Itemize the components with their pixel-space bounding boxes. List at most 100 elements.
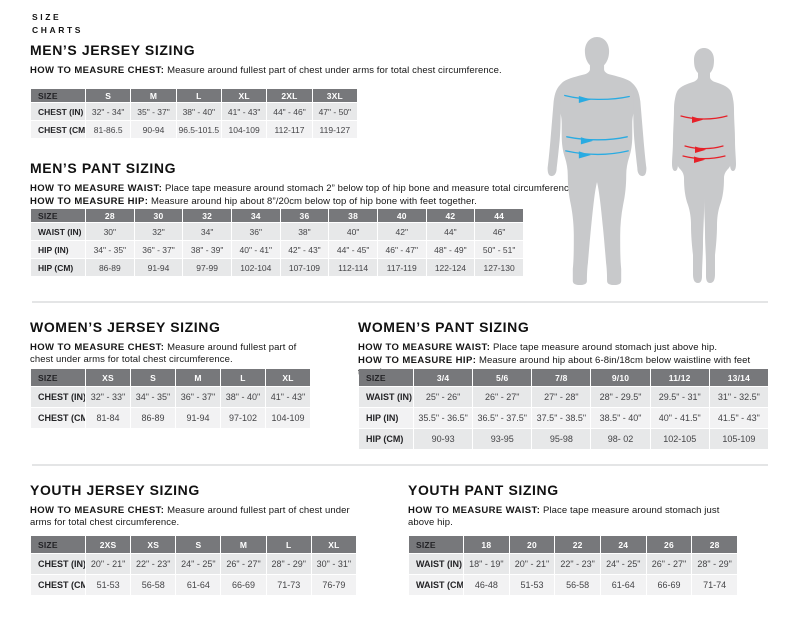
column-header-30: 30: [134, 209, 183, 222]
how-to-measure-line: HOW TO MEASURE CHEST: Measure around ful…: [30, 342, 311, 366]
table-row: WAIST (IN) 30" 32" 34" 36" 38" 40" 42" 44" 46": [31, 223, 523, 240]
section-youth-pant-sizing: YOUTH PANT SIZING HOW TO MEASURE WAIST: …: [408, 482, 738, 595]
size-value: 30": [86, 223, 134, 240]
section-womens-jersey-sizing: WOMEN’S JERSEY SIZING HOW TO MEASURE CHE…: [30, 319, 311, 428]
size-value: 44" - 46": [267, 103, 312, 120]
column-header-26: 26: [646, 536, 692, 553]
size-value: 81-86.5: [86, 121, 131, 138]
size-value: 20" - 21": [86, 554, 131, 574]
size-value: 36": [231, 223, 280, 240]
column-header-18: 18: [464, 536, 509, 553]
size-value: 91-94: [176, 408, 220, 428]
how-to-label: HOW TO MEASURE CHEST:: [30, 505, 165, 516]
section-title: WOMEN’S JERSEY SIZING: [30, 319, 221, 335]
how-to-label: HOW TO MEASURE CHEST:: [30, 65, 165, 76]
column-header-28: 28: [692, 536, 737, 553]
size-value: 38" - 40": [221, 387, 265, 407]
table-row: HIP (IN) 34" - 35" 36" - 37" 38" - 39" 40" -…: [31, 241, 523, 258]
how-to-measure-line: HOW TO MEASURE WAIST: Place tape measure…: [358, 342, 769, 354]
column-header-M: M: [131, 89, 176, 102]
how-to-measure-line: HOW TO MEASURE WAIST: Place tape measure…: [408, 505, 738, 529]
table-header-row: SIZE 2XS XS S M L XL: [31, 536, 356, 553]
how-to-text: Place tape measure around stomach just a…: [408, 505, 720, 528]
size-value: 30" - 31": [311, 554, 356, 574]
size-value: 35" - 37": [131, 103, 176, 120]
male-chest-measure-arrow: [564, 94, 630, 104]
size-value: 34" - 35": [86, 241, 134, 258]
how-to-label: HOW TO MEASURE WAIST:: [358, 342, 491, 353]
size-value: 66-69: [221, 575, 266, 595]
size-value: 90-93: [414, 429, 473, 449]
column-header-XL: XL: [266, 369, 310, 386]
how-to-text: Place tape measure around stomach 2” bel…: [162, 183, 578, 194]
column-header-9/10: 9/10: [591, 369, 650, 386]
female-silhouette-figure: [672, 48, 736, 283]
row-label: CHEST (CM): [31, 575, 85, 595]
column-header-42: 42: [426, 209, 475, 222]
column-header-36: 36: [280, 209, 329, 222]
size-value: 56-58: [555, 575, 600, 595]
size-value: 31" - 32.5": [709, 387, 768, 407]
size-column-label: SIZE: [31, 209, 85, 222]
female-right-arm-shape: [728, 92, 736, 171]
size-value: 38" - 39": [183, 241, 231, 258]
column-header-XS: XS: [86, 369, 130, 386]
youth-pant-size-table: SIZE 18 20 22 24 26 28 WAIST (IN) 18" - 19" 20" -…: [408, 535, 738, 596]
column-header-24: 24: [600, 536, 646, 553]
size-value: 29.5" - 31": [650, 387, 709, 407]
female-left-arm-shape: [672, 92, 680, 171]
size-value: 61-64: [176, 575, 221, 595]
size-value: 41.5" - 43": [709, 408, 768, 428]
size-value: 81-84: [86, 408, 130, 428]
section-womens-pant-sizing: WOMEN’S PANT SIZING HOW TO MEASURE WAIST…: [358, 319, 769, 449]
size-value: 86-89: [131, 408, 175, 428]
youth-jersey-size-table: SIZE 2XS XS S M L XL CHEST (IN) 20" - 21" 22" - 2…: [30, 535, 357, 596]
row-label: CHEST (IN): [31, 103, 85, 120]
mens-jersey-size-table: SIZE S M L XL 2XL 3XL CHEST (IN) 32" - 34" 35" - …: [30, 88, 358, 139]
size-column-label: SIZE: [409, 536, 463, 553]
size-value: 38.5" - 40": [591, 408, 650, 428]
section-title: YOUTH PANT SIZING: [408, 482, 559, 498]
male-silhouette-figure: [547, 37, 647, 285]
size-value: 51-53: [86, 575, 131, 595]
size-value: 50" - 51": [475, 241, 523, 258]
how-to-measure-line: HOW TO MEASURE CHEST: Measure around ful…: [30, 65, 502, 77]
row-label: CHEST (CM): [31, 408, 85, 428]
column-header-7/8: 7/8: [532, 369, 591, 386]
size-value: 97-102: [221, 408, 265, 428]
size-value: 66-69: [646, 575, 692, 595]
size-value: 46": [475, 223, 523, 240]
size-value: 22" - 23": [131, 554, 176, 574]
female-hip-measure-arrow: [682, 155, 726, 163]
section-divider: [32, 301, 768, 303]
section-title: YOUTH JERSEY SIZING: [30, 482, 200, 498]
size-value: 44": [426, 223, 475, 240]
how-to-measure: HOW TO MEASURE WAIST: Place tape measure…: [30, 183, 577, 208]
size-value: 40" - 41": [231, 241, 280, 258]
column-header-20: 20: [509, 536, 555, 553]
size-value: 42" - 43": [280, 241, 329, 258]
measurement-figures: [540, 34, 794, 296]
how-to-measure: HOW TO MEASURE CHEST: Measure around ful…: [30, 342, 311, 366]
table-wrap: SIZE 18 20 22 24 26 28 WAIST (IN) 18" - 19" 20" -…: [408, 535, 738, 596]
size-value: 32": [134, 223, 183, 240]
column-header-S: S: [131, 369, 175, 386]
row-label: WAIST (IN): [31, 223, 85, 240]
column-header-3XL: 3XL: [312, 89, 357, 102]
how-to-text: Measure around fullest part of chest und…: [30, 505, 350, 528]
size-value: 27" - 28": [532, 387, 591, 407]
size-value: 28" - 29": [266, 554, 311, 574]
male-right-arm-shape: [632, 83, 647, 177]
row-label: CHEST (IN): [31, 387, 85, 407]
size-value: 34": [183, 223, 231, 240]
table-header-row: SIZE S M L XL 2XL 3XL: [31, 89, 357, 102]
how-to-label: HOW TO MEASURE WAIST:: [408, 505, 541, 516]
size-value: 95-98: [532, 429, 591, 449]
how-to-text: Measure around fullest part of chest und…: [164, 65, 502, 76]
size-value: 107-109: [280, 259, 329, 276]
row-label: WAIST (IN): [409, 554, 463, 574]
size-value: 119-127: [312, 121, 357, 138]
size-column-label: SIZE: [31, 536, 85, 553]
how-to-measure-line: HOW TO MEASURE HIP: Measure around hip a…: [30, 196, 524, 208]
